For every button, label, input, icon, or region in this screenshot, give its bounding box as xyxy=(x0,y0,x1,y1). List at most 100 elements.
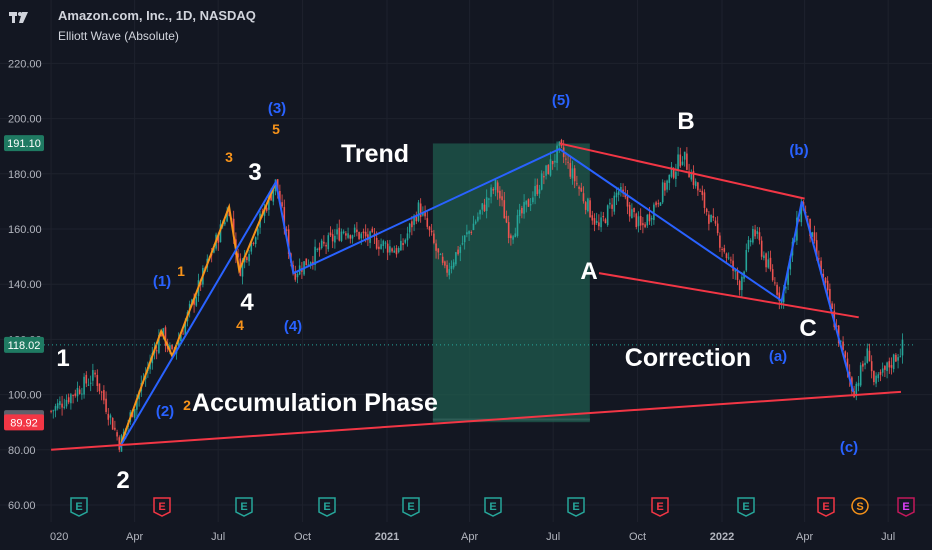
indicator-title[interactable]: Elliott Wave (Absolute) xyxy=(58,29,179,43)
candle-body xyxy=(118,437,121,450)
split-badge xyxy=(851,497,869,515)
candle-body xyxy=(287,229,290,255)
symbol-title[interactable]: Amazon.com, Inc., 1D, NASDAQ xyxy=(58,8,256,23)
candle-body xyxy=(105,398,107,412)
candle-body xyxy=(402,243,404,246)
candle-body xyxy=(329,232,332,236)
annotation-label: Trend xyxy=(341,140,409,168)
price-axis[interactable]: 220.00200.00180.00160.00140.00120.00100.… xyxy=(8,58,42,512)
candle-body xyxy=(881,368,884,373)
candle-body xyxy=(109,415,112,418)
candle-body xyxy=(424,212,426,217)
elliott-wave-lines xyxy=(51,142,902,451)
candle-body xyxy=(543,176,545,178)
candle-body xyxy=(758,232,761,241)
candle-body xyxy=(840,340,842,342)
wave-label: 4 xyxy=(240,289,254,316)
candle-body xyxy=(807,215,809,217)
candle-body xyxy=(89,382,92,384)
candle-body xyxy=(393,250,396,253)
candle-body xyxy=(549,159,552,176)
candle-body xyxy=(320,240,323,249)
wave-label: 2 xyxy=(116,467,129,494)
candle-body xyxy=(50,410,52,412)
time-axis[interactable]: 020 Apr Jul Oct 2021 Apr Jul Oct 2022 Apr Jul xyxy=(0,522,932,550)
candle-body xyxy=(525,200,528,205)
candle-body xyxy=(496,182,499,193)
candle-body xyxy=(380,244,382,249)
candle-body xyxy=(213,247,215,253)
candle-body xyxy=(378,246,380,250)
candle-body xyxy=(400,240,402,251)
candle-body xyxy=(232,218,235,237)
candle-body xyxy=(252,242,255,244)
candle-body xyxy=(257,228,259,236)
candle-body xyxy=(873,370,875,383)
time-tick-label: Jul xyxy=(881,531,895,543)
candle-body xyxy=(351,235,354,239)
wave-label: (3) xyxy=(268,100,286,117)
candle-body xyxy=(879,371,882,375)
candle-body xyxy=(483,204,486,212)
price-tick-label: 60.00 xyxy=(8,500,36,512)
primary-wave-path xyxy=(119,147,855,448)
candle-body xyxy=(598,222,600,227)
candle-body xyxy=(672,168,675,178)
candle-body xyxy=(595,220,598,223)
earnings-badge xyxy=(484,497,502,517)
candle-body xyxy=(639,215,642,226)
candle-body xyxy=(512,236,514,240)
candle-body xyxy=(686,153,688,170)
wave-labels: Trend Correction Accumulation Phase 1 2 3 4 A B C… xyxy=(56,92,858,494)
candle-body xyxy=(492,188,495,191)
candle-body xyxy=(754,229,756,237)
candle-body xyxy=(723,248,726,252)
candle-body xyxy=(756,231,759,234)
candle-body xyxy=(408,223,411,233)
candle-body xyxy=(472,223,475,231)
price-tick-label: 220.00 xyxy=(8,58,42,70)
candle-body xyxy=(384,242,387,244)
wave-label: (5) xyxy=(552,92,570,109)
candle-body xyxy=(776,284,778,295)
candle-body xyxy=(463,235,466,243)
candle-body xyxy=(507,222,510,239)
candle-body xyxy=(624,193,627,198)
time-tick-label: Jul xyxy=(211,531,225,543)
candle-body xyxy=(897,357,899,361)
candle-body xyxy=(360,233,363,239)
candle-body xyxy=(591,215,594,221)
candle-body xyxy=(356,229,358,232)
wave-label: 2 xyxy=(183,397,191,413)
candle-body xyxy=(94,372,96,375)
wave-label: C xyxy=(799,315,816,342)
candle-body xyxy=(461,243,464,245)
candle-body xyxy=(760,240,763,257)
candle-body xyxy=(523,202,525,214)
event-badge-label: E xyxy=(75,501,82,513)
candle-body xyxy=(96,375,99,386)
candle-body xyxy=(488,198,490,200)
price-tick-label: 200.00 xyxy=(8,114,42,126)
time-tick-label: Jul xyxy=(546,531,560,543)
candle-body xyxy=(659,202,662,206)
candle-body xyxy=(677,154,679,171)
candle-body xyxy=(679,154,682,167)
candle-body xyxy=(76,387,79,397)
candle-body xyxy=(745,250,748,271)
candle-body xyxy=(54,406,57,411)
candle-body xyxy=(864,362,866,366)
time-tick-label: Oct xyxy=(294,531,311,543)
candle-body xyxy=(886,362,888,371)
candle-body xyxy=(470,231,473,233)
candle-body xyxy=(114,427,116,430)
candle-body xyxy=(323,241,325,244)
event-badge-label: S xyxy=(856,501,863,513)
candle-body xyxy=(367,234,369,241)
wave-label: (b) xyxy=(789,142,808,159)
candle-body xyxy=(809,218,811,236)
wave-label: 3 xyxy=(248,159,261,186)
event-badge-label: E xyxy=(407,501,414,513)
